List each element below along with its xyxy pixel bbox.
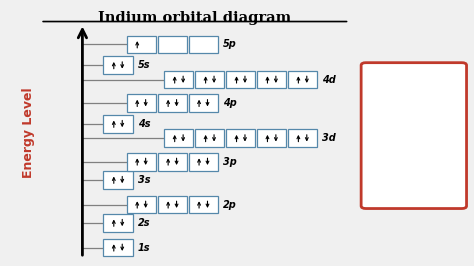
Text: In: In — [391, 107, 437, 149]
Bar — [226, 129, 255, 147]
Bar — [158, 196, 187, 214]
Text: 4d: 4d — [322, 74, 336, 85]
Bar — [189, 94, 218, 112]
Bar — [164, 71, 193, 89]
Text: 49: 49 — [376, 74, 391, 84]
Bar — [189, 153, 218, 171]
Text: 3d: 3d — [322, 133, 336, 143]
Bar — [127, 196, 156, 214]
Bar — [195, 71, 224, 89]
Text: 3p: 3p — [223, 157, 237, 167]
Text: 2p: 2p — [223, 200, 237, 210]
Bar — [189, 196, 218, 214]
Bar — [103, 115, 133, 133]
Bar — [103, 171, 133, 189]
Bar — [103, 56, 133, 74]
FancyBboxPatch shape — [361, 63, 466, 209]
Bar — [257, 71, 286, 89]
Bar — [127, 153, 156, 171]
Text: 4p: 4p — [223, 98, 237, 108]
Bar — [226, 71, 255, 89]
Text: 4s: 4s — [137, 119, 150, 129]
Bar — [127, 94, 156, 112]
Bar — [127, 36, 156, 53]
Bar — [189, 36, 218, 53]
Bar — [103, 214, 133, 232]
Bar — [288, 129, 317, 147]
Text: Energy Level: Energy Level — [22, 88, 35, 178]
Bar — [164, 129, 193, 147]
Text: 3s: 3s — [137, 175, 150, 185]
Text: Indium: Indium — [398, 176, 429, 185]
Bar — [158, 153, 187, 171]
Bar — [158, 94, 187, 112]
Text: 2s: 2s — [137, 218, 150, 228]
Text: 114.818: 114.818 — [395, 192, 432, 201]
Text: 5s: 5s — [137, 60, 150, 70]
Bar — [158, 36, 187, 53]
Text: 5p: 5p — [223, 39, 237, 49]
Bar — [257, 129, 286, 147]
Bar — [195, 129, 224, 147]
Bar — [103, 239, 133, 256]
Text: 1s: 1s — [137, 243, 150, 253]
Bar — [288, 71, 317, 89]
Text: Indium orbital diagram: Indium orbital diagram — [98, 11, 292, 24]
